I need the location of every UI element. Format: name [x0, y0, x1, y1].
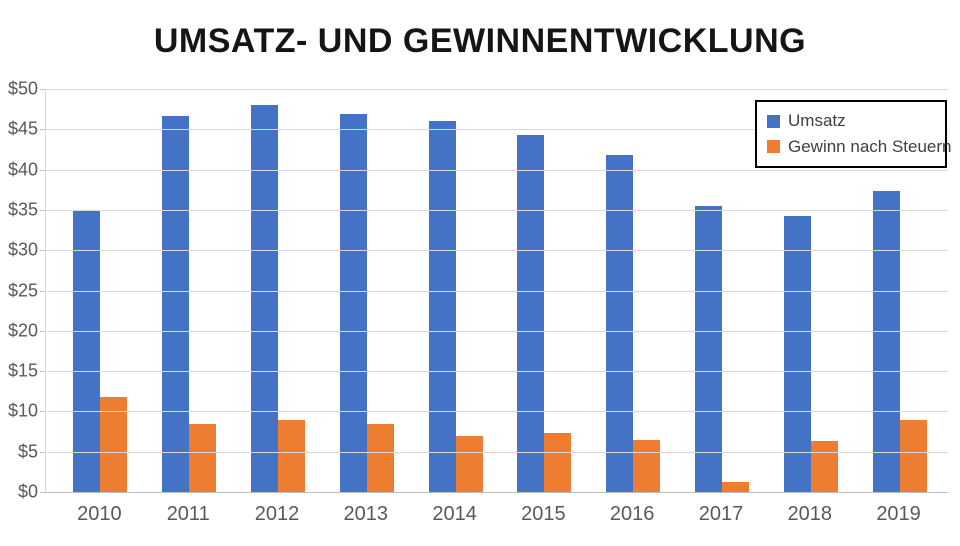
y-tick-label: $40: [7, 159, 38, 180]
y-axis-tick: [40, 170, 45, 171]
y-axis-tick: [40, 492, 45, 493]
bar-gewinn-nach-steuern-2010: [100, 396, 128, 492]
gridline: [46, 250, 948, 251]
x-tick-label-2018: 2018: [787, 503, 833, 525]
y-axis-labels: $50 $45 $40 $35 $30 $25 $20 $15 $10 $5 $0: [0, 79, 40, 502]
bar-umsatz-2014: [428, 121, 456, 492]
bar-umsatz-2013: [339, 114, 367, 492]
x-tick-label-2011: 2011: [166, 503, 210, 525]
y-axis-tick: [40, 411, 45, 412]
bar-group-2017: [678, 89, 767, 492]
y-tick-label: $10: [7, 400, 38, 421]
y-axis-tick: [40, 250, 45, 251]
gridline: [46, 411, 948, 412]
bar-group-2010: [56, 89, 145, 492]
y-axis-tick: [40, 291, 45, 292]
y-axis-tick: [40, 452, 45, 453]
bar-group-2019: [855, 89, 944, 492]
umsatz-swatch-icon: [767, 114, 780, 128]
x-axis-labels: 2010 2011 2012 2013 2014 2015 2016 2017 2018 2019: [45, 503, 947, 526]
gridline: [46, 371, 948, 372]
y-tick-label: $5: [17, 441, 38, 462]
legend-item-umsatz: Umsatz: [767, 111, 935, 131]
legend-label-gewinn: Gewinn nach Steuern: [788, 136, 952, 156]
x-tick-label-2016: 2016: [609, 503, 655, 525]
bar-group-2015: [500, 89, 589, 492]
y-tick-label: $25: [7, 280, 38, 301]
bar-umsatz-2017: [694, 205, 722, 492]
legend-label-umsatz: Umsatz: [788, 111, 846, 131]
bar-umsatz-2018: [783, 215, 811, 492]
gridline: [46, 170, 948, 171]
y-tick-label: $20: [7, 320, 38, 341]
gridline: [46, 291, 948, 292]
y-axis-tick: [40, 89, 45, 90]
y-tick-label: $35: [7, 199, 38, 220]
chart-title: UMSATZ- UND GEWINNENTWICKLUNG: [153, 22, 807, 60]
x-tick-label-2010: 2010: [77, 503, 122, 525]
x-tick-label-2015: 2015: [521, 503, 566, 525]
y-tick-label: $45: [7, 118, 38, 139]
bar-gewinn-nach-steuern-2016: [633, 439, 661, 492]
x-tick-label-2014: 2014: [432, 503, 477, 525]
x-tick-label-2013: 2013: [343, 503, 389, 525]
y-axis-tick: [40, 331, 45, 332]
legend-item-gewinn: Gewinn nach Steuern: [767, 137, 952, 157]
legend: Umsatz Gewinn nach Steuern: [755, 100, 952, 168]
gewinn-swatch-icon: [767, 140, 780, 154]
y-axis-tick: [40, 210, 45, 211]
bar-group-2014: [411, 89, 500, 492]
bar-gewinn-nach-steuern-2011: [189, 423, 217, 492]
gridline: [46, 129, 948, 130]
y-axis-tick: [40, 129, 45, 130]
y-tick-label: $50: [7, 78, 38, 99]
y-axis-tick: [40, 371, 45, 372]
y-tick-label: $15: [7, 360, 38, 381]
bar-umsatz-2015: [517, 134, 545, 492]
gridline: [46, 331, 948, 332]
bar-gewinn-nach-steuern-2017: [721, 482, 749, 492]
bar-gewinn-nach-steuern-2019: [899, 420, 927, 492]
bar-umsatz-2019: [872, 191, 900, 492]
gridline: [46, 89, 948, 90]
bar-umsatz-2012: [250, 105, 278, 492]
gridline: [46, 452, 948, 453]
bar-gewinn-nach-steuern-2015: [544, 433, 572, 492]
bar-umsatz-2010: [73, 209, 101, 492]
bar-group-2018: [766, 89, 855, 492]
bar-gewinn-nach-steuern-2014: [455, 435, 483, 492]
y-tick-label: $30: [7, 239, 38, 260]
plot-area: [40, 89, 948, 493]
bar-group-2013: [322, 89, 411, 492]
y-tick-label: $0: [17, 481, 38, 502]
bar-gewinn-nach-steuern-2013: [366, 423, 394, 492]
bar-umsatz-2011: [162, 116, 190, 492]
bar-group-2012: [234, 89, 323, 492]
gridline: [46, 210, 948, 211]
bar-umsatz-2016: [606, 155, 634, 492]
bar-group-2016: [589, 89, 678, 492]
bars-row: [46, 89, 948, 492]
x-tick-label-2012: 2012: [254, 503, 300, 525]
bar-group-2011: [145, 89, 234, 492]
bar-gewinn-nach-steuern-2012: [277, 420, 305, 492]
x-tick-label-2017: 2017: [698, 503, 744, 525]
bar-gewinn-nach-steuern-2018: [810, 441, 838, 492]
x-tick-label-2019: 2019: [876, 503, 921, 525]
